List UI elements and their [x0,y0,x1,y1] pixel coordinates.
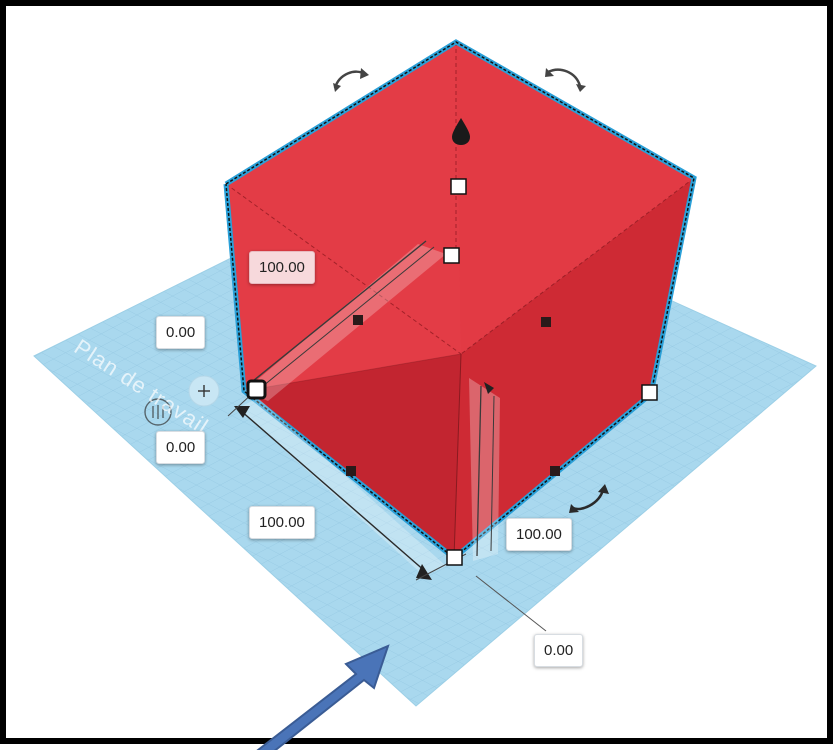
3d-viewport[interactable] [6,6,833,750]
edge-handle[interactable] [346,466,356,476]
add-icon[interactable] [188,375,220,407]
offset-y-dimension-input[interactable]: 0.00 [534,634,584,667]
edge-handle[interactable] [353,315,363,325]
corner-handle-bottom[interactable] [446,549,463,566]
length-dimension-input[interactable]: 100.00 [249,506,315,539]
elevation-dimension-input[interactable]: 0.00 [156,316,206,349]
ruler-icon[interactable] [144,398,172,426]
edge-handle[interactable] [550,466,560,476]
rotate-arrow-icon[interactable] [545,68,586,92]
height-dimension-input[interactable]: 100.00 [249,251,315,284]
corner-handle-left[interactable] [246,379,267,400]
rotate-arrow-icon[interactable] [569,484,609,513]
offset-x-dimension-input[interactable]: 0.00 [156,431,206,464]
box-shape[interactable] [223,39,697,562]
callout-arrow-icon [256,644,390,750]
resize-handle-top[interactable] [450,178,467,195]
lift-cone-icon[interactable] [452,118,470,145]
corner-handle-right[interactable] [641,384,658,401]
edge-handle[interactable] [541,317,551,327]
width-dimension-input[interactable]: 100.00 [506,518,572,551]
height-handle[interactable] [443,247,460,264]
rotate-arrow-icon[interactable] [333,68,369,92]
